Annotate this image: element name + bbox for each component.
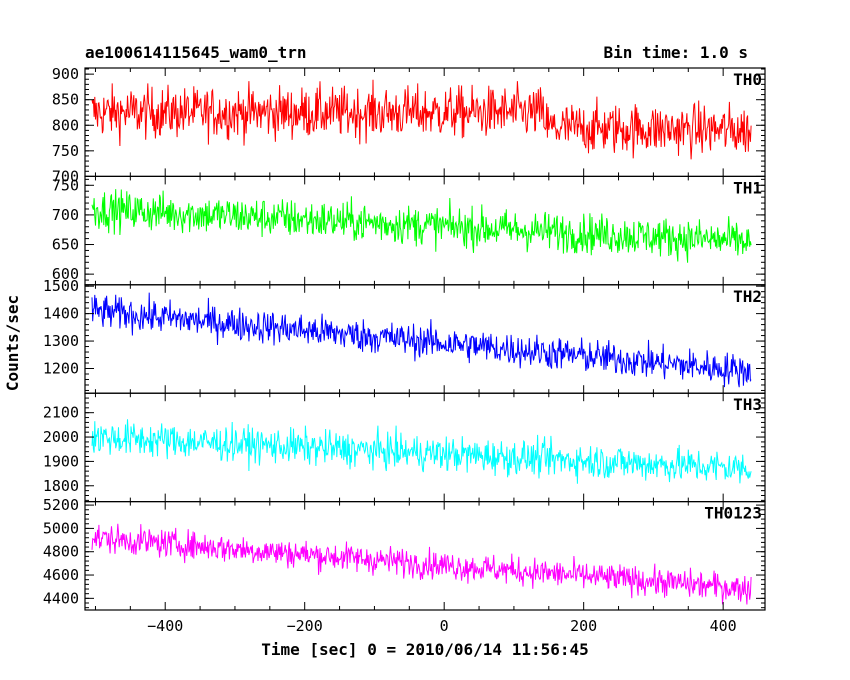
panel-frame [84, 175, 766, 286]
x-tick-label: 200 [570, 617, 597, 635]
series-line-th0 [91, 79, 752, 160]
series-line-th1 [91, 189, 752, 263]
series-line-th3 [91, 419, 752, 484]
y-tick-label: 750 [52, 176, 79, 194]
y-tick-label: 650 [52, 236, 79, 254]
x-tick-label: −400 [147, 617, 183, 635]
panel-label: TH2 [733, 287, 762, 306]
x-tick-label: 400 [710, 617, 737, 635]
panel-frame [84, 501, 766, 611]
y-tick-label: 1400 [43, 305, 79, 323]
y-tick-label: 1200 [43, 360, 79, 378]
panel-label: TH1 [733, 178, 762, 197]
y-tick-label: 4600 [43, 566, 79, 584]
x-tick-label: −200 [287, 617, 323, 635]
y-tick-label: 4800 [43, 543, 79, 561]
panel-label: TH3 [733, 395, 762, 414]
y-tick-label: 1900 [43, 452, 79, 470]
panel-th0123: 4400 4600 4800 5000 5200 TH0123 [43, 496, 766, 611]
y-tick-label: 900 [52, 65, 79, 83]
series-line-th2 [91, 292, 752, 388]
panel-th2: 1200 1300 1400 1500 TH2 [43, 277, 766, 394]
y-tick-label: 1500 [43, 277, 79, 295]
panel-label: TH0 [733, 70, 762, 89]
panel-th1: 600 650 700 750 TH1 [52, 175, 766, 286]
x-tick-label: 0 [440, 617, 449, 635]
panel-label: TH0123 [704, 504, 762, 523]
y-tick-label: 4400 [43, 589, 79, 607]
y-tick-label: 1300 [43, 332, 79, 350]
series-line-th0123 [91, 523, 752, 605]
y-tick-label: 850 [52, 91, 79, 109]
y-tick-label: 5200 [43, 496, 79, 514]
y-axis-label: Counts/sec [3, 295, 22, 391]
y-tick-label: 2100 [43, 404, 79, 422]
y-tick-label: 800 [52, 116, 79, 134]
x-axis-label: Time [sec] 0 = 2010/06/14 11:56:45 [261, 640, 589, 659]
y-tick-label: 1800 [43, 477, 79, 495]
x-axis-ticks: −400 −200 0 200 400 [147, 617, 737, 635]
y-tick-label: 700 [52, 167, 79, 185]
y-tick-label: 5000 [43, 519, 79, 537]
panel-th0: 700 750 800 850 900 TH0 [52, 65, 766, 185]
chart-title: ae100614115645_wam0_trn [85, 43, 307, 62]
y-tick-label: 700 [52, 206, 79, 224]
y-tick-label: 750 [52, 142, 79, 160]
panel-th3: 1800 1900 2000 2100 TH3 [43, 392, 766, 503]
panel-frame [84, 392, 766, 503]
y-tick-label: 2000 [43, 428, 79, 446]
y-tick-label: 600 [52, 265, 79, 283]
bin-time-label: Bin time: 1.0 s [604, 43, 749, 62]
